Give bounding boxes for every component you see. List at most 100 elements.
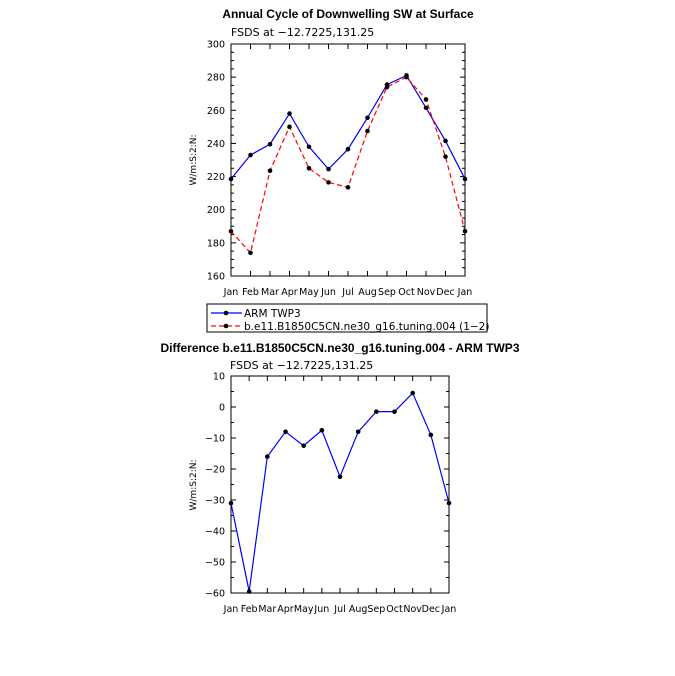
data-point xyxy=(345,146,351,152)
x-tick-label: Apr xyxy=(281,287,298,298)
data-point xyxy=(443,154,448,159)
data-point xyxy=(248,250,253,256)
data-point xyxy=(446,500,452,506)
y-tick-label: 260 xyxy=(207,106,225,117)
y-tick-label: 200 xyxy=(207,205,225,216)
y-axis-label: W/m:S:2:N: xyxy=(189,135,199,186)
x-tick-label: Feb xyxy=(241,604,258,615)
data-point xyxy=(462,176,468,182)
x-tick-label: Oct xyxy=(386,604,403,615)
chart-title: Difference b.e11.B1850C5CN.ne30_g16.tuni… xyxy=(160,341,519,355)
plot-frame xyxy=(230,43,466,277)
x-tick-label: Jul xyxy=(341,287,353,298)
data-point xyxy=(283,429,288,435)
data-point xyxy=(248,152,253,158)
x-tick-label: Mar xyxy=(258,604,276,615)
legend-marker-arm xyxy=(223,310,229,316)
x-tick-label: Jan xyxy=(223,287,239,298)
x-tick-label: Oct xyxy=(398,287,415,298)
data-point xyxy=(267,168,273,174)
data-point xyxy=(306,165,312,171)
x-tick-label: Nov xyxy=(403,604,422,615)
x-tick-label: Aug xyxy=(358,287,377,298)
x-tick-label: Dec xyxy=(422,604,440,615)
x-tick-label: Nov xyxy=(417,287,436,298)
data-point xyxy=(287,124,292,130)
x-tick-label: Jun xyxy=(320,287,336,298)
data-point xyxy=(365,115,370,121)
data-point xyxy=(265,454,270,459)
data-point xyxy=(384,84,390,90)
data-point xyxy=(267,141,273,147)
data-point xyxy=(306,144,312,150)
series-line xyxy=(230,76,466,255)
data-point xyxy=(374,409,379,414)
x-tick-label: Jan xyxy=(441,604,457,615)
data-point xyxy=(423,105,429,111)
data-point xyxy=(337,474,343,480)
legend-label-model: b.e11.B1850C5CN.ne30_g16.tuning.004 (1−2… xyxy=(244,321,489,333)
x-tick-label: May xyxy=(294,604,314,615)
annual-cycle-panel: Annual Cycle of Downwelling SW at Surfac… xyxy=(189,7,474,298)
data-point xyxy=(228,228,234,234)
x-tick-label: Jan xyxy=(457,287,473,298)
data-point xyxy=(326,180,331,185)
data-point xyxy=(404,74,409,80)
difference-panel: Difference b.e11.B1850C5CN.ne30_g16.tuni… xyxy=(160,341,519,615)
x-tick-label: Jan xyxy=(223,604,239,615)
data-point xyxy=(392,409,397,414)
legend-label-arm: ARM TWP3 xyxy=(244,308,301,320)
y-tick-label: −40 xyxy=(205,527,225,538)
data-point xyxy=(462,228,468,234)
x-tick-label: Sep xyxy=(378,287,396,298)
chart-title: Annual Cycle of Downwelling SW at Surfac… xyxy=(222,7,474,21)
data-point xyxy=(365,128,370,134)
legend-marker-model xyxy=(223,323,229,329)
y-tick-label: 220 xyxy=(207,172,225,183)
y-tick-label: −20 xyxy=(205,465,225,476)
y-tick-label: 180 xyxy=(207,238,225,249)
chart-subtitle: FSDS at −12.7225,131.25 xyxy=(230,359,373,372)
x-tick-label: Jul xyxy=(333,604,345,615)
data-point xyxy=(326,166,331,172)
y-tick-label: 0 xyxy=(219,403,225,414)
series-group xyxy=(228,390,452,594)
data-point xyxy=(428,432,434,438)
series-line xyxy=(230,74,466,180)
data-point xyxy=(287,111,292,116)
data-point xyxy=(345,185,351,190)
x-tick-label: Mar xyxy=(261,287,279,298)
data-point xyxy=(423,97,429,102)
y-tick-label: 300 xyxy=(207,40,225,51)
chart-subtitle: FSDS at −12.7225,131.25 xyxy=(231,26,374,39)
data-point xyxy=(246,589,252,594)
data-point xyxy=(301,443,306,449)
x-tick-label: Dec xyxy=(436,287,454,298)
data-point xyxy=(228,176,234,182)
y-tick-label: −10 xyxy=(205,434,225,445)
x-tick-label: Aug xyxy=(349,604,368,615)
y-tick-label: −30 xyxy=(205,496,225,507)
x-tick-label: Apr xyxy=(277,604,294,615)
x-tick-label: Feb xyxy=(242,287,259,298)
data-point xyxy=(443,138,448,144)
y-tick-label: 280 xyxy=(207,73,225,84)
legend-box xyxy=(206,303,488,333)
data-point xyxy=(355,429,361,435)
y-axis-label: W/m:S:2:N: xyxy=(189,460,199,511)
x-tick-label: Jun xyxy=(313,604,329,615)
series-group xyxy=(228,73,468,256)
series-line xyxy=(230,391,450,592)
y-tick-label: −50 xyxy=(205,558,225,569)
data-point xyxy=(319,427,325,433)
data-point xyxy=(410,390,415,396)
y-tick-label: 240 xyxy=(207,139,225,150)
legend: ARM TWP3 b.e11.B1850C5CN.ne30_g16.tuning… xyxy=(206,303,489,333)
y-tick-label: 10 xyxy=(213,372,225,383)
y-tick-label: −60 xyxy=(205,589,225,600)
x-tick-label: Sep xyxy=(367,604,385,615)
y-tick-label: 160 xyxy=(207,272,225,283)
